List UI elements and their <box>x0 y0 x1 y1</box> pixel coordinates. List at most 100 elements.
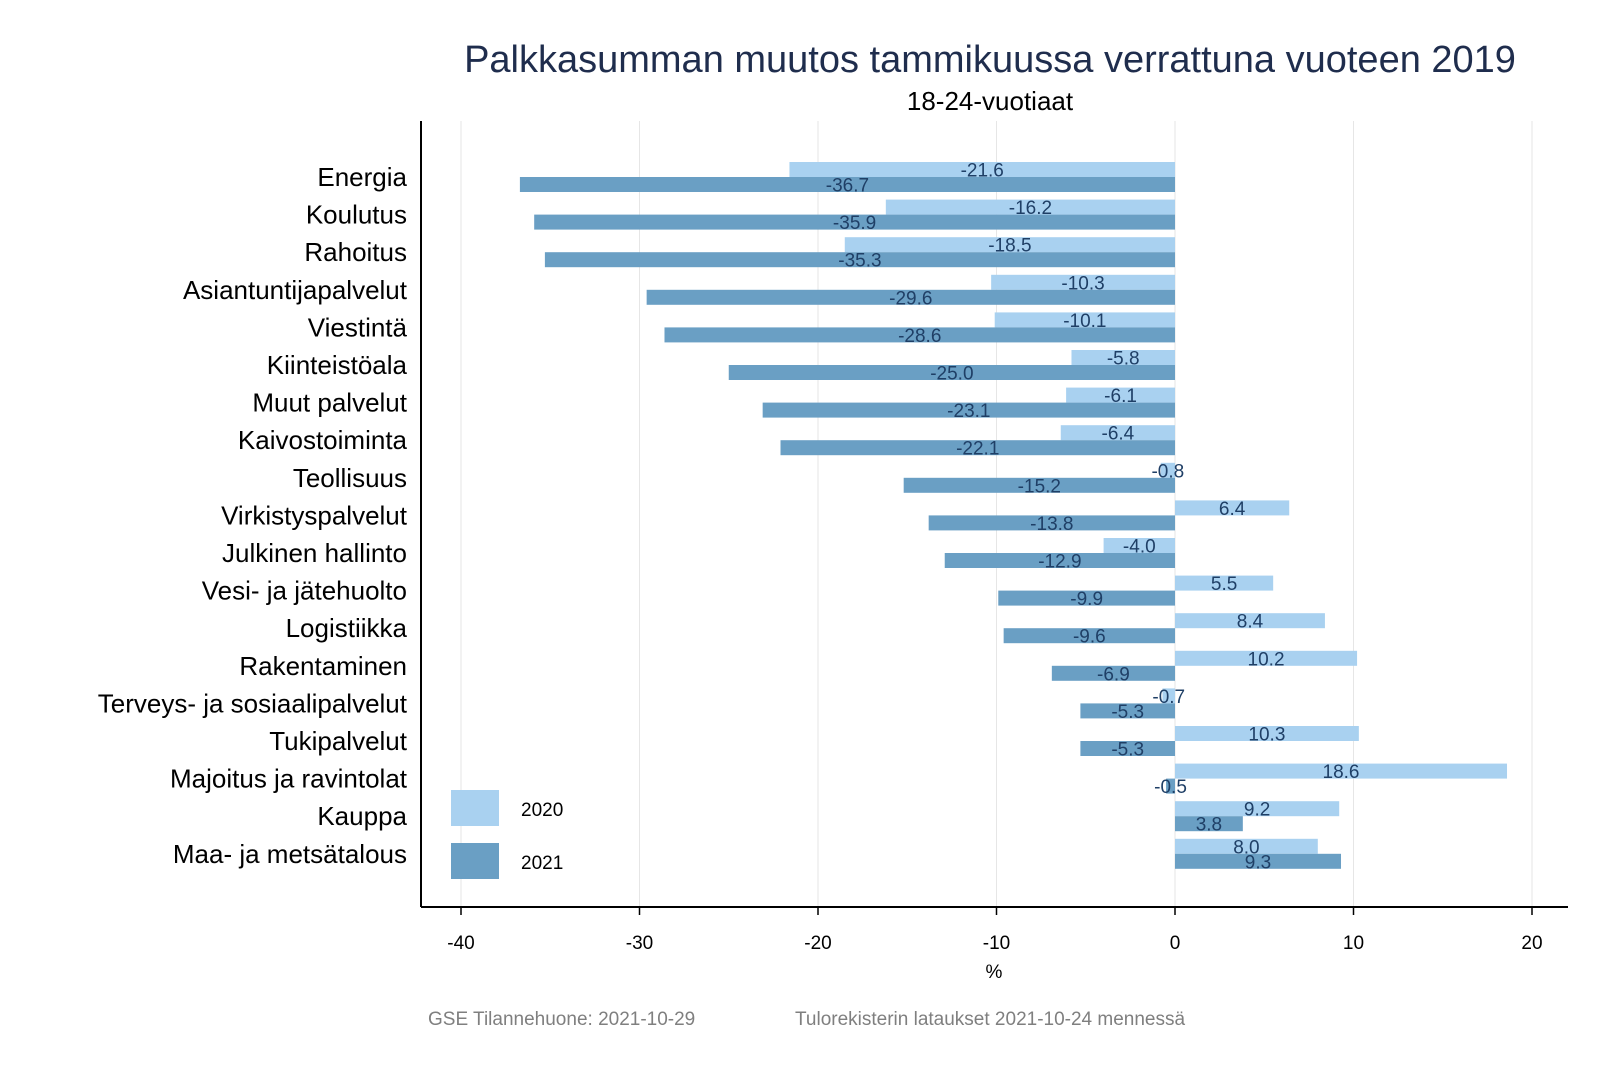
value-label-2021-majoitus-ja-ravintolat: -0.5 <box>1154 777 1187 798</box>
value-label-2021-muut-palvelut: -23.1 <box>947 401 990 422</box>
chart-subtitle: 18-24-vuotiaat <box>907 86 1074 116</box>
value-label-2021-rahoitus: -35.3 <box>838 251 881 272</box>
value-label-2021-asiantuntijapalvelut: -29.6 <box>889 288 932 309</box>
value-label-2020-muut-palvelut: -6.1 <box>1104 386 1137 407</box>
bar-2020-kiinteistöala <box>1071 350 1175 365</box>
value-label-2021-tukipalvelut: -5.3 <box>1111 740 1144 761</box>
bar-2021-maa-ja-metsätalous <box>1175 853 1342 869</box>
bar-2020-asiantuntijapalvelut <box>991 274 1175 290</box>
bar-2021-kaivostoiminta <box>780 440 1175 456</box>
category-label-rahoitus: Rahoitus <box>304 237 407 267</box>
category-label-julkinen-hallinto: Julkinen hallinto <box>222 538 407 568</box>
bar-2021-terveys-ja-sosiaalipalvelut <box>1080 703 1175 719</box>
bar-2021-virkistyspalvelut <box>928 515 1175 531</box>
category-label-muut-palvelut: Muut palvelut <box>252 388 407 418</box>
bar-2021-kauppa <box>1175 816 1243 832</box>
value-labels-group: -21.6 -36.7 -16.2 -35.9 -18.5 -35.3 -10.3 -29.6… <box>826 161 1360 874</box>
category-label-virkistyspalvelut: Virkistyspalvelut <box>221 500 408 530</box>
category-label-viestintä: Viestintä <box>308 312 408 342</box>
bar-2021-rahoitus <box>544 252 1175 268</box>
value-label-2021-julkinen-hallinto: -12.9 <box>1038 552 1081 573</box>
category-label-koulutus: Koulutus <box>306 200 407 230</box>
bar-2021-vesi-ja-jätehuolto <box>998 590 1175 606</box>
footer-source: GSE Tilannehuone: 2021-10-29 <box>428 1009 695 1030</box>
value-label-2020-tukipalvelut: 10.3 <box>1248 725 1285 746</box>
value-label-2021-maa-ja-metsätalous: 9.3 <box>1245 852 1271 873</box>
value-label-2021-viestintä: -28.6 <box>898 326 941 347</box>
value-label-2021-rakentaminen: -6.9 <box>1097 664 1130 685</box>
x-tick-label: 10 <box>1343 933 1364 954</box>
value-label-2021-vesi-ja-jätehuolto: -9.9 <box>1070 589 1103 610</box>
x-tick-label: -20 <box>804 933 831 954</box>
x-tick-label: 20 <box>1521 933 1542 954</box>
bar-2020-viestintä <box>994 312 1175 328</box>
value-label-2020-majoitus-ja-ravintolat: 18.6 <box>1323 762 1360 783</box>
x-tick-label: -30 <box>626 933 653 954</box>
bar-2021-energia <box>519 177 1175 192</box>
value-label-2020-rakentaminen: 10.2 <box>1248 649 1285 670</box>
bar-2021-koulutus <box>534 214 1175 230</box>
category-label-kaivostoiminta: Kaivostoiminta <box>238 425 408 455</box>
category-label-kiinteistöala: Kiinteistöala <box>267 350 408 380</box>
bar-2021-muut-palvelut <box>762 402 1175 418</box>
bar-2021-viestintä <box>664 327 1175 343</box>
value-label-2020-maa-ja-metsätalous: 8.0 <box>1233 837 1259 858</box>
bar-2020-kaivostoiminta <box>1060 425 1175 441</box>
bar-2021-rakentaminen <box>1051 665 1175 681</box>
bar-2021-asiantuntijapalvelut <box>646 289 1175 305</box>
value-label-2020-kiinteistöala: -5.8 <box>1107 349 1140 370</box>
x-tick-label: -40 <box>447 933 474 954</box>
bar-2020-energia <box>789 162 1175 177</box>
legend-label-2021: 2021 <box>521 853 563 874</box>
bar-2021-teollisuus <box>903 477 1175 493</box>
value-label-2020-kauppa: 9.2 <box>1244 800 1270 821</box>
bar-2021-majoitus-ja-ravintolat <box>1166 778 1175 794</box>
bar-2020-majoitus-ja-ravintolat <box>1175 763 1508 779</box>
value-label-2020-teollisuus: -0.8 <box>1151 461 1184 482</box>
value-label-2020-julkinen-hallinto: -4.0 <box>1123 537 1156 558</box>
bar-2020-tukipalvelut <box>1175 726 1359 741</box>
x-ticks-group: -40 -30 -20 -10 0 10 20 <box>447 907 1543 954</box>
category-label-tukipalvelut: Tukipalvelut <box>269 726 408 756</box>
value-label-2020-koulutus: -16.2 <box>1009 198 1052 219</box>
value-label-2021-virkistyspalvelut: -13.8 <box>1030 514 1073 535</box>
bar-2020-maa-ja-metsätalous <box>1175 838 1318 854</box>
value-label-2020-viestintä: -10.1 <box>1063 311 1106 332</box>
bar-2021-kiinteistöala <box>728 365 1175 380</box>
value-label-2020-virkistyspalvelut: 6.4 <box>1219 499 1246 520</box>
value-label-2021-terveys-ja-sosiaalipalvelut: -5.3 <box>1111 702 1144 723</box>
category-label-terveys-ja-sosiaalipalvelut: Terveys- ja sosiaalipalvelut <box>98 688 408 718</box>
category-label-asiantuntijapalvelut: Asiantuntijapalvelut <box>183 275 408 305</box>
value-label-2021-energia: -36.7 <box>826 176 869 197</box>
category-label-energia: Energia <box>317 162 407 192</box>
bar-2020-muut-palvelut <box>1066 387 1175 403</box>
bar-2020-koulutus <box>885 199 1175 215</box>
value-label-2021-kiinteistöala: -25.0 <box>930 364 973 385</box>
category-label-vesi-ja-jätehuolto: Vesi- ja jätehuolto <box>202 576 407 606</box>
footer-note: Tulorekisterin lataukset 2021-10-24 menn… <box>795 1009 1185 1030</box>
x-tick-label: 0 <box>1170 933 1181 954</box>
bar-2020-rahoitus <box>844 237 1175 253</box>
category-label-logistiikka: Logistiikka <box>286 613 408 643</box>
legend: 2020 2021 <box>451 790 563 879</box>
category-label-maa-ja-metsätalous: Maa- ja metsätalous <box>173 839 407 869</box>
bars-group <box>519 162 1508 869</box>
value-label-2021-koulutus: -35.9 <box>833 213 876 234</box>
bar-2020-kauppa <box>1175 801 1340 817</box>
x-axis-title: % <box>986 962 1003 983</box>
bar-2020-julkinen-hallinto <box>1103 538 1175 553</box>
value-label-2020-logistiikka: 8.4 <box>1237 612 1264 633</box>
value-label-2021-kauppa: 3.8 <box>1196 815 1222 836</box>
legend-label-2020: 2020 <box>521 800 563 821</box>
value-label-2020-kaivostoiminta: -6.4 <box>1102 424 1135 445</box>
bar-2021-julkinen-hallinto <box>944 553 1175 568</box>
bar-2020-virkistyspalvelut <box>1175 500 1290 516</box>
bar-2020-vesi-ja-jätehuolto <box>1175 575 1274 591</box>
chart-title: Palkkasumman muutos tammikuussa verrattu… <box>464 39 1516 81</box>
bar-2020-terveys-ja-sosiaalipalvelut <box>1162 688 1175 704</box>
category-labels-group: Energia Koulutus Rahoitus Asiantuntijapalve… <box>98 162 408 869</box>
bar-2020-logistiikka <box>1175 613 1325 629</box>
bar-2020-teollisuus <box>1160 462 1175 478</box>
value-label-2020-rahoitus: -18.5 <box>988 236 1031 257</box>
bar-2020-rakentaminen <box>1175 650 1358 666</box>
